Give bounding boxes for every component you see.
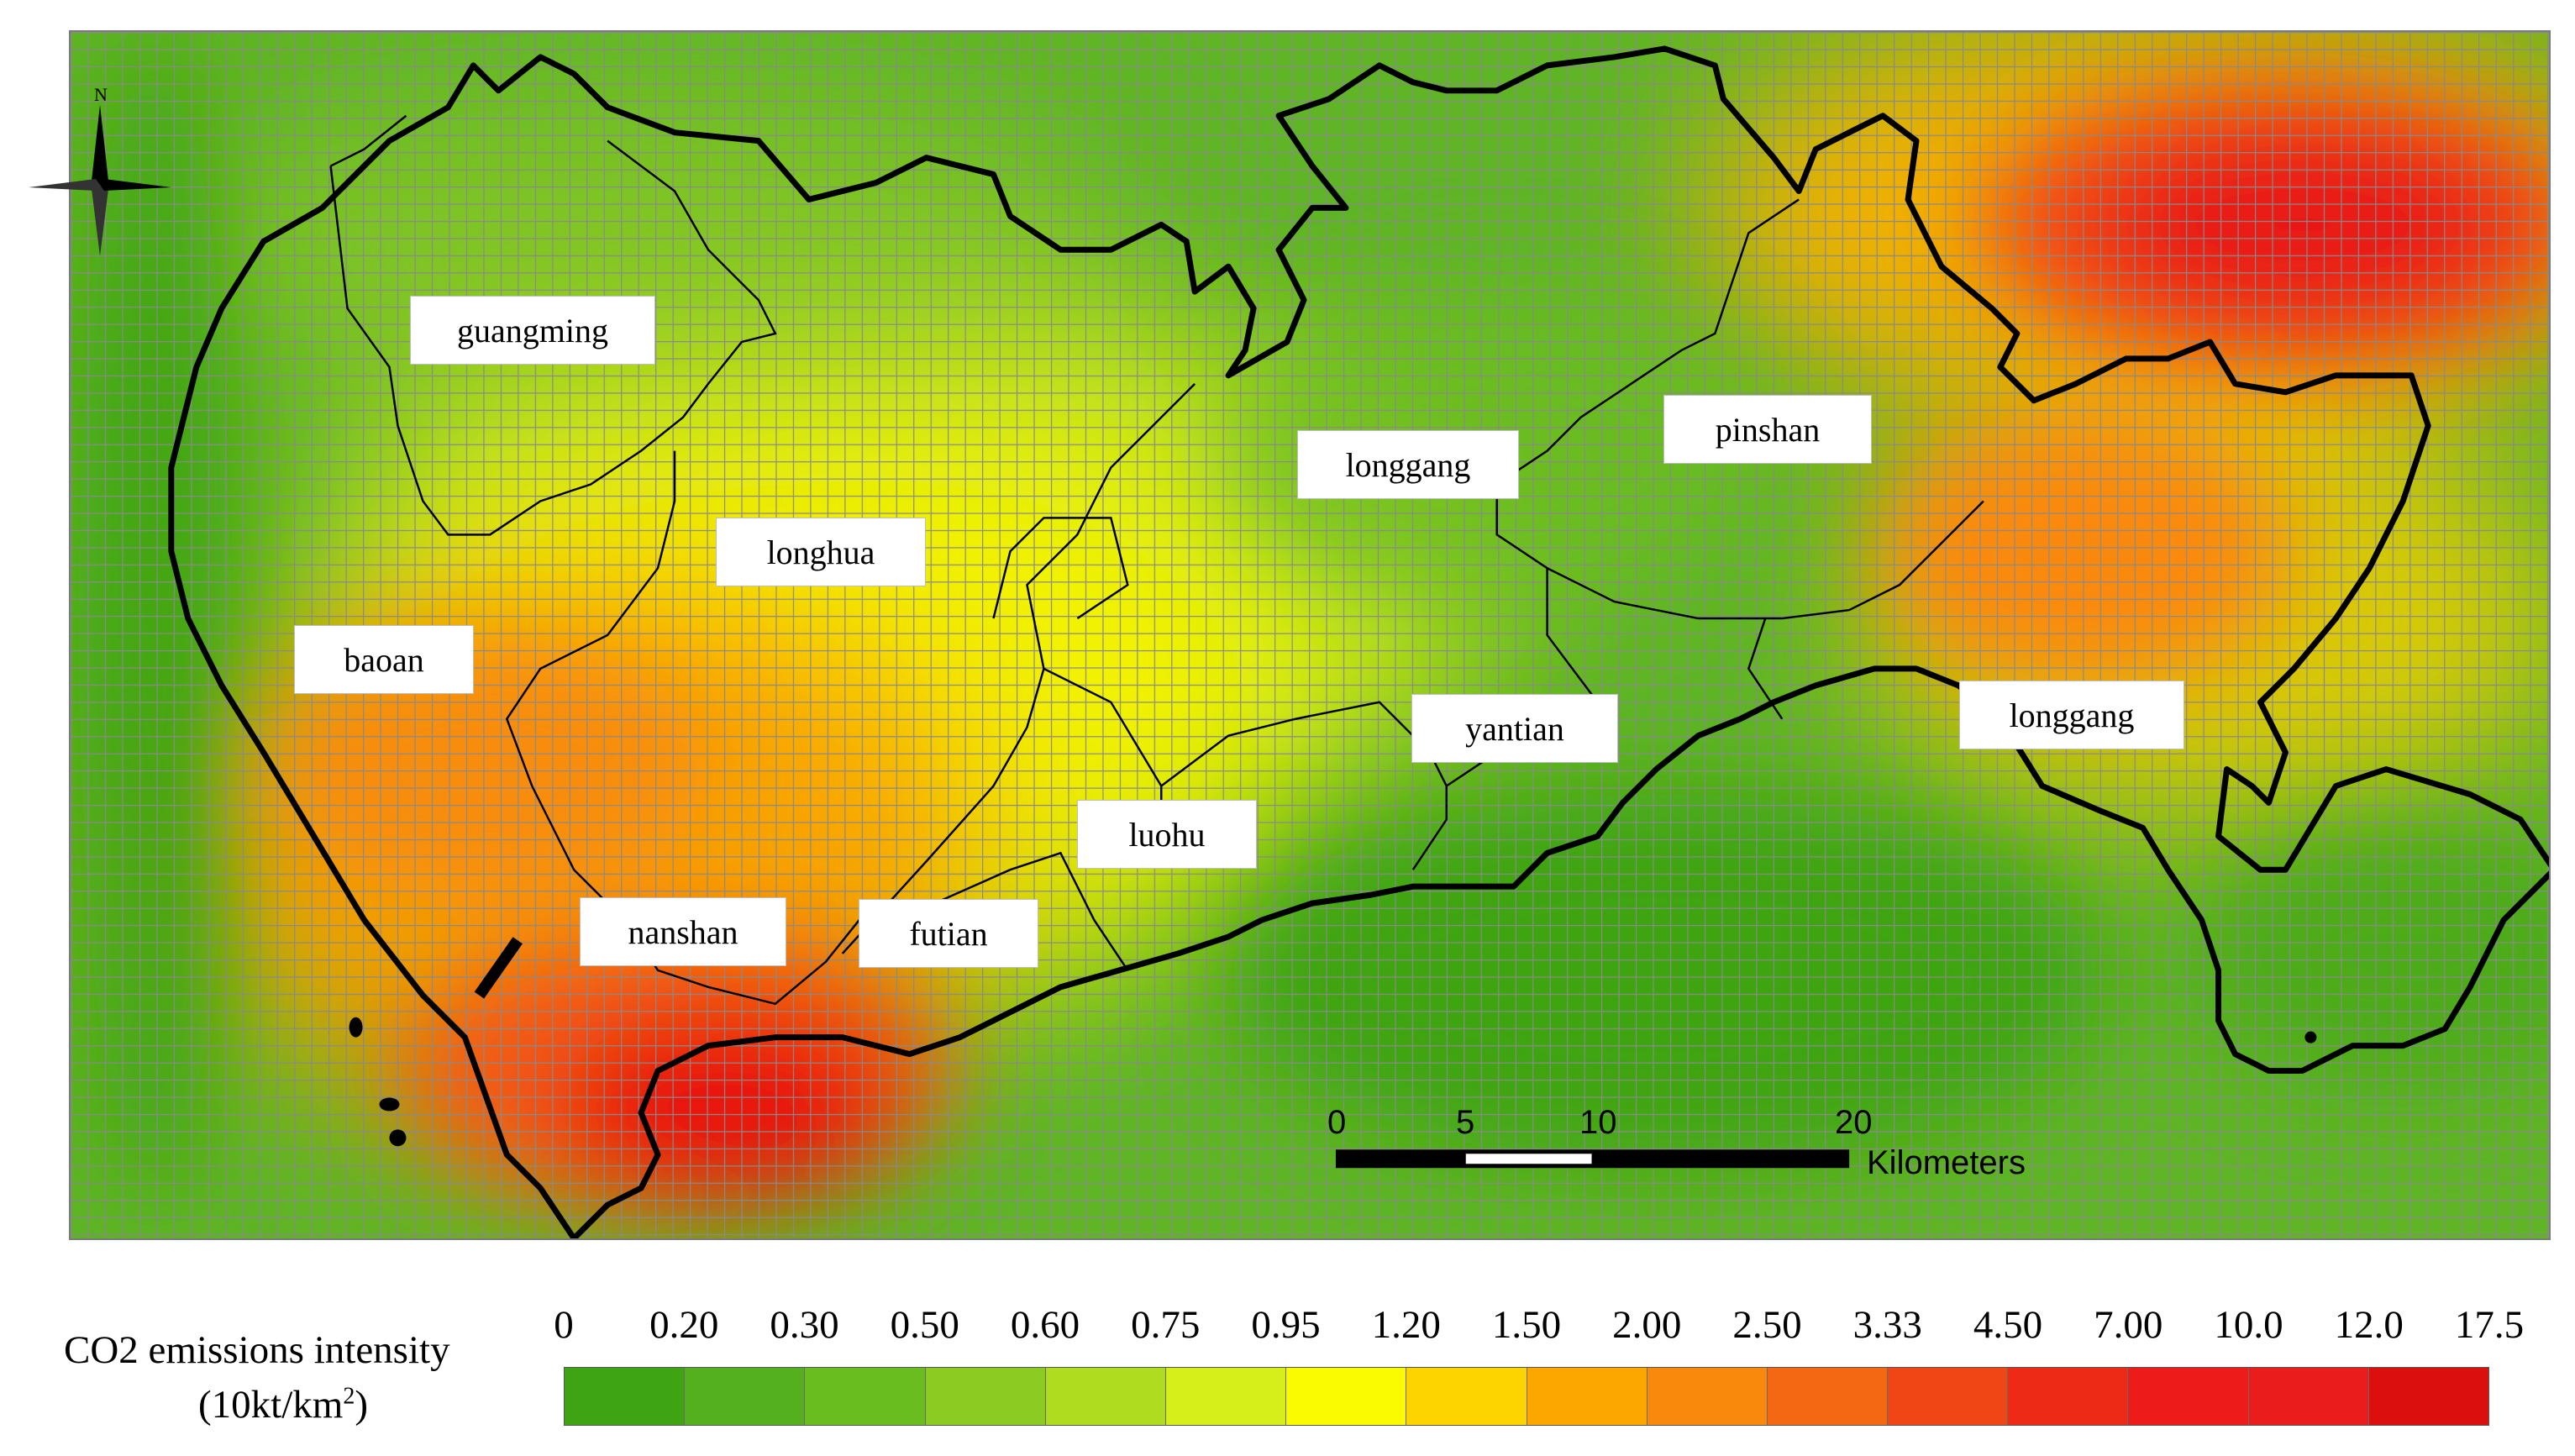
islands — [349, 937, 2317, 1147]
label-longgang-1: longgang — [1297, 430, 1519, 499]
label-guangming: guangming — [410, 296, 655, 365]
legend-swatch-10 — [1767, 1368, 1889, 1425]
scale-bar — [1335, 1149, 1850, 1169]
district-lines — [329, 114, 1984, 1006]
legend-tick-2: 0.30 — [770, 1303, 839, 1347]
label-longhua-text: longhua — [766, 533, 875, 571]
scale-tick-20: 20 — [1835, 1104, 1873, 1141]
legend-tick-10: 2.50 — [1732, 1303, 1802, 1347]
legend-tick-11: 3.33 — [1852, 1303, 1922, 1347]
legend-tick-8: 1.50 — [1491, 1303, 1562, 1347]
label-nanshan-text: nanshan — [628, 912, 738, 951]
legend-color-bar — [564, 1367, 2489, 1426]
legend-tick-13: 7.00 — [2094, 1303, 2163, 1347]
label-luohu-text: luohu — [1128, 815, 1206, 854]
label-pinshan: pinshan — [1663, 395, 1872, 464]
legend-tick-7: 1.20 — [1371, 1303, 1441, 1347]
legend-tick-15: 12.0 — [2334, 1303, 2404, 1347]
label-pinshan-text: pinshan — [1715, 410, 1821, 449]
legend-tick-12: 4.50 — [1973, 1303, 2043, 1347]
legend-unit-sup: 2 — [343, 1383, 355, 1410]
legend-swatch-3 — [925, 1368, 1046, 1425]
legend-swatch-6 — [1286, 1368, 1407, 1425]
label-longgang-1-text: longgang — [1345, 445, 1471, 484]
legend-swatch-4 — [1045, 1368, 1166, 1425]
label-nanshan: nanshan — [580, 897, 786, 966]
legend-unit: (10kt/km2) — [198, 1382, 368, 1427]
legend-swatch-9 — [1647, 1368, 1768, 1425]
label-luohu: luohu — [1077, 800, 1257, 869]
legend-swatch-8 — [1527, 1368, 1647, 1425]
legend-unit-suffix: ) — [355, 1383, 368, 1427]
emissions-map — [69, 30, 2551, 1240]
legend-swatch-1 — [685, 1368, 806, 1425]
legend-title: CO2 emissions intensity — [64, 1328, 450, 1372]
legend-swatch-14 — [2248, 1368, 2369, 1425]
legend-swatch-0 — [565, 1368, 686, 1425]
legend-tick-16: 17.5 — [2454, 1303, 2525, 1347]
label-yantian-text: yantian — [1465, 709, 1564, 748]
legend-unit-prefix: (10kt/km — [198, 1383, 344, 1427]
legend-tick-14: 10.0 — [2214, 1303, 2283, 1347]
legend-swatch-11 — [1888, 1368, 2009, 1425]
legend-swatch-7 — [1406, 1368, 1527, 1425]
legend-swatch-13 — [2128, 1368, 2249, 1425]
scale-tick-5: 5 — [1456, 1104, 1475, 1141]
legend-tick-4: 0.60 — [1010, 1303, 1080, 1347]
scale-tick-10: 10 — [1579, 1104, 1617, 1141]
legend-swatch-5 — [1165, 1368, 1287, 1425]
north-arrow-icon: N — [29, 84, 171, 256]
label-baoan-text: baoan — [344, 640, 424, 679]
label-futian: futian — [859, 899, 1038, 968]
legend-tick-0: 0 — [554, 1303, 574, 1347]
emissions-grid-map — [71, 32, 2549, 1238]
legend-tick-5: 0.75 — [1131, 1303, 1201, 1347]
shenzhen-boundary — [168, 45, 2549, 1238]
label-longgang-2: longgang — [1959, 681, 2184, 749]
legend-swatch-2 — [805, 1368, 926, 1425]
label-guangming-text: guangming — [457, 311, 608, 350]
legend-swatch-12 — [2008, 1368, 2129, 1425]
legend-tick-6: 0.95 — [1251, 1303, 1321, 1347]
legend-tick-1: 0.20 — [649, 1303, 719, 1347]
label-longgang-2-text: longgang — [2009, 696, 2135, 734]
legend-tick-9: 2.00 — [1612, 1303, 1682, 1347]
compass-label: N — [94, 84, 108, 105]
grid-lines — [71, 32, 2549, 1238]
scale-tick-0: 0 — [1327, 1104, 1347, 1141]
scale-unit: Kilometers — [1867, 1144, 2026, 1181]
legend-tick-3: 0.50 — [890, 1303, 959, 1347]
label-baoan: baoan — [294, 625, 474, 694]
label-yantian: yantian — [1411, 694, 1618, 763]
legend-tick-labels: 0 0.20 0.30 0.50 0.60 0.75 0.95 1.20 1.50 2.00 2.5… — [554, 1302, 2537, 1353]
label-longhua: longhua — [716, 518, 926, 586]
label-futian-text: futian — [909, 914, 988, 953]
legend-swatch-15 — [2368, 1368, 2488, 1425]
